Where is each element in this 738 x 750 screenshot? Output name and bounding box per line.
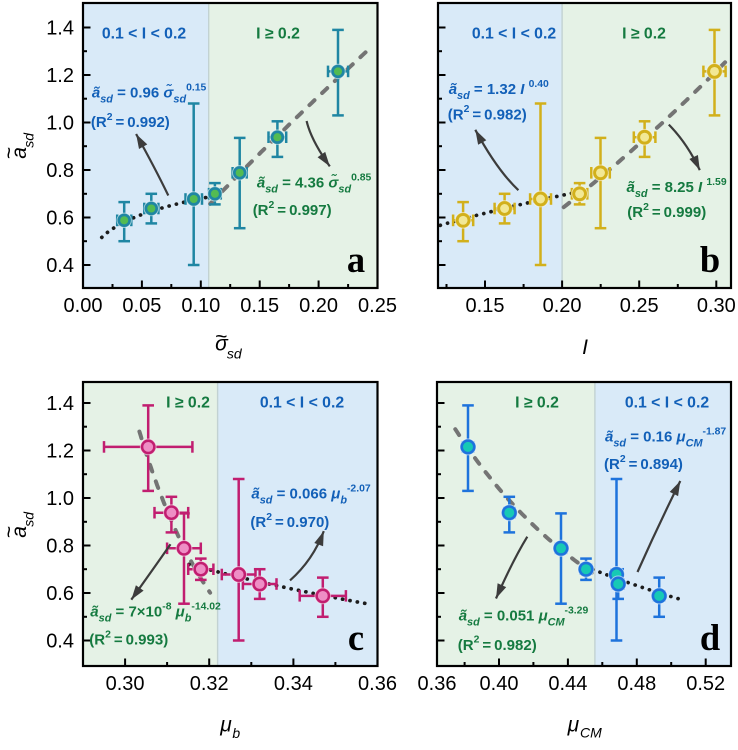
- svg-text:0.30: 0.30: [697, 295, 736, 317]
- svg-text:~: ~: [215, 326, 227, 349]
- svg-text:0.36: 0.36: [418, 673, 457, 695]
- svg-text:0.25: 0.25: [620, 295, 659, 317]
- svg-text:b: b: [232, 725, 240, 741]
- svg-text:I ≥ 0.2: I ≥ 0.2: [622, 26, 666, 43]
- svg-text:I ≥ 0.2: I ≥ 0.2: [515, 395, 559, 412]
- svg-text:ãsd = 0.066 μb-2.07: ãsd = 0.066 μb-2.07: [251, 483, 370, 506]
- svg-text:(R2 = 0.970): (R2 = 0.970): [250, 512, 329, 531]
- svg-text:a: a: [8, 147, 31, 159]
- svg-text:(R2 = 0.993): (R2 = 0.993): [89, 629, 168, 648]
- svg-text:0.00: 0.00: [64, 295, 103, 317]
- svg-text:0.4: 0.4: [46, 631, 74, 653]
- svg-text:0.15: 0.15: [466, 295, 505, 317]
- svg-text:I ≥ 0.2: I ≥ 0.2: [166, 395, 210, 412]
- svg-text:0.48: 0.48: [617, 673, 656, 695]
- svg-text:0.6: 0.6: [46, 208, 74, 230]
- svg-text:~: ~: [0, 526, 21, 538]
- svg-text:0.8: 0.8: [46, 536, 74, 558]
- svg-text:0.6: 0.6: [46, 583, 74, 605]
- svg-text:0.20: 0.20: [299, 295, 338, 317]
- svg-text:1.0: 1.0: [46, 113, 74, 135]
- svg-text:0.1 < I < 0.2: 0.1 < I < 0.2: [472, 26, 557, 43]
- svg-text:ãsd = 0.16 μCM-1.87: ãsd = 0.16 μCM-1.87: [605, 426, 726, 449]
- svg-text:0.25: 0.25: [358, 295, 397, 317]
- svg-text:I: I: [582, 336, 588, 359]
- svg-text:0.30: 0.30: [106, 673, 145, 695]
- svg-text:(R2 = 0.894): (R2 = 0.894): [604, 454, 683, 473]
- svg-text:1.2: 1.2: [46, 441, 74, 463]
- svg-text:σ: σ: [215, 333, 229, 356]
- svg-text:0.40: 0.40: [480, 673, 519, 695]
- svg-text:sd: sd: [20, 511, 36, 527]
- svg-text:(R2 = 0.999): (R2 = 0.999): [627, 202, 706, 221]
- svg-text:ãsd = 7×10-8 μb-14.02: ãsd = 7×10-8 μb-14.02: [90, 601, 221, 624]
- svg-text:0.1 < I < 0.2: 0.1 < I < 0.2: [102, 26, 187, 43]
- svg-text:ãsd = 4.36 σ̃sd0.85: ãsd = 4.36 σ̃sd0.85: [257, 172, 372, 195]
- svg-text:ãsd = 0.051 μCM-3.29: ãsd = 0.051 μCM-3.29: [459, 605, 589, 628]
- svg-text:~: ~: [0, 147, 21, 159]
- svg-text:1.4: 1.4: [46, 18, 74, 40]
- svg-text:(R2 = 0.992): (R2 = 0.992): [91, 112, 170, 131]
- svg-text:0.15: 0.15: [240, 295, 279, 317]
- svg-text:0.20: 0.20: [543, 295, 582, 317]
- svg-text:0.4: 0.4: [46, 255, 74, 277]
- svg-text:(R2 = 0.997): (R2 = 0.997): [253, 200, 332, 219]
- svg-text:b: b: [700, 239, 720, 280]
- svg-text:0.1 < I < 0.2: 0.1 < I < 0.2: [625, 395, 710, 412]
- svg-text:0.1 < I < 0.2: 0.1 < I < 0.2: [260, 395, 345, 412]
- svg-text:0.44: 0.44: [548, 673, 587, 695]
- svg-text:ãsd = 0.96 σ̃sd0.15: ãsd = 0.96 σ̃sd0.15: [92, 83, 207, 106]
- svg-text:c: c: [348, 617, 364, 658]
- svg-text:sd: sd: [20, 132, 36, 148]
- svg-text:(R2 = 0.982): (R2 = 0.982): [448, 104, 527, 123]
- svg-text:0.10: 0.10: [181, 295, 220, 317]
- svg-text:0.05: 0.05: [122, 295, 161, 317]
- svg-text:μ: μ: [567, 714, 580, 737]
- svg-text:a: a: [347, 239, 365, 280]
- svg-text:ãsd = 8.25 I 1.59: ãsd = 8.25 I 1.59: [627, 177, 727, 200]
- svg-text:0.52: 0.52: [686, 673, 725, 695]
- svg-text:1.2: 1.2: [46, 65, 74, 87]
- svg-text:ãsd = 1.32 I 0.40: ãsd = 1.32 I 0.40: [449, 79, 549, 102]
- svg-text:I ≥ 0.2: I ≥ 0.2: [256, 26, 300, 43]
- svg-text:0.36: 0.36: [358, 673, 397, 695]
- svg-text:μ: μ: [219, 714, 232, 737]
- svg-text:a: a: [8, 526, 31, 538]
- svg-text:(R2 = 0.982): (R2 = 0.982): [458, 635, 537, 654]
- svg-text:sd: sd: [227, 346, 243, 362]
- svg-text:0.8: 0.8: [46, 160, 74, 182]
- svg-text:1.4: 1.4: [46, 393, 74, 415]
- svg-text:0.32: 0.32: [190, 673, 229, 695]
- svg-text:0.34: 0.34: [274, 673, 313, 695]
- svg-text:CM: CM: [580, 725, 602, 741]
- svg-text:d: d: [700, 617, 720, 658]
- svg-text:1.0: 1.0: [46, 488, 74, 510]
